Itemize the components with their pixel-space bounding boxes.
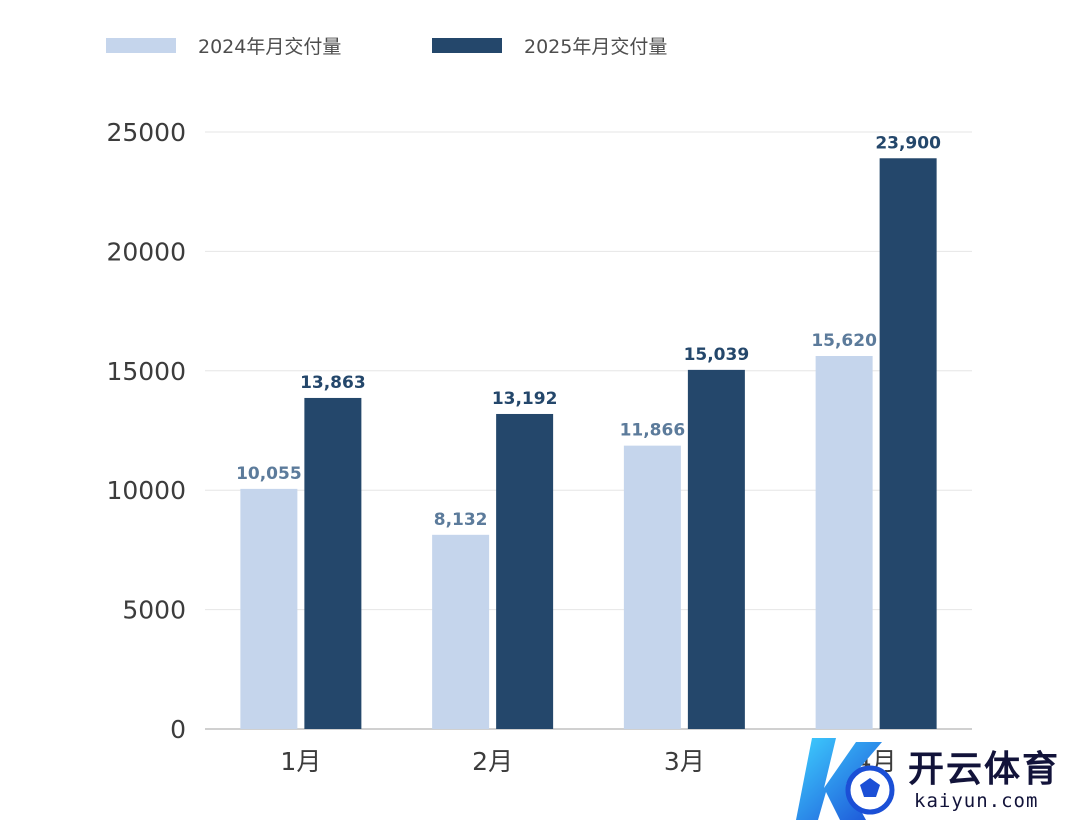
data-label: 13,192	[492, 389, 558, 409]
bar[interactable]	[496, 413, 554, 729]
x-tick-label: 1月	[280, 747, 321, 776]
y-tick-label: 5000	[122, 596, 186, 625]
legend-label-2025: 2025年月交付量	[524, 35, 668, 58]
data-label: 15,039	[684, 345, 750, 365]
y-tick-label: 10000	[106, 476, 186, 505]
legend-item-2024[interactable]: 2024年月交付量	[106, 30, 341, 60]
x-tick-label: 2月	[472, 747, 513, 776]
data-label: 10,055	[236, 464, 302, 484]
bar[interactable]	[815, 355, 873, 729]
data-label: 15,620	[811, 331, 877, 351]
x-tick-label: 3月	[664, 747, 705, 776]
bar[interactable]	[240, 488, 298, 729]
data-label: 8,132	[434, 510, 488, 530]
bar[interactable]	[623, 445, 681, 729]
legend-label-2024: 2024年月交付量	[198, 35, 342, 58]
legend-swatch-2025	[432, 37, 502, 53]
bar[interactable]	[879, 158, 937, 729]
legend: 2024年月交付量 2025年月交付量	[0, 30, 1079, 60]
y-tick-label: 15000	[106, 357, 186, 386]
watermark: 开云体育 kaiyun.com	[790, 728, 1079, 828]
data-label: 23,900	[875, 133, 941, 153]
legend-item-2025[interactable]: 2025年月交付量	[432, 30, 667, 60]
k-soccer-logo-icon	[796, 738, 895, 820]
bar[interactable]	[432, 534, 490, 729]
data-label: 11,866	[620, 421, 686, 441]
legend-swatch-2024	[106, 37, 176, 53]
y-tick-label: 20000	[106, 237, 186, 266]
watermark-subtitle: kaiyun.com	[914, 790, 1039, 812]
watermark-title: 开云体育	[908, 749, 1061, 790]
y-tick-label: 25000	[106, 118, 186, 147]
bar[interactable]	[304, 397, 362, 729]
data-label: 13,863	[300, 373, 366, 393]
bar[interactable]	[687, 369, 745, 729]
y-tick-label: 0	[170, 715, 186, 744]
